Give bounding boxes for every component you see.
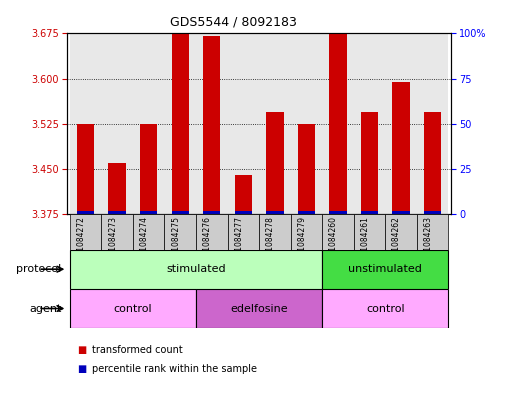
Bar — [203, 211, 221, 214]
Bar — [70, 214, 102, 250]
Bar — [322, 289, 448, 328]
Bar — [196, 289, 322, 328]
Text: GSM1084276: GSM1084276 — [203, 216, 212, 267]
Bar — [70, 250, 322, 289]
Bar — [385, 214, 417, 250]
Bar — [133, 33, 165, 214]
Bar — [266, 112, 284, 214]
Bar — [70, 33, 102, 214]
Text: edelfosine: edelfosine — [230, 303, 288, 314]
Text: GSM1084261: GSM1084261 — [361, 216, 369, 267]
Bar — [171, 211, 189, 214]
Bar — [140, 124, 157, 214]
Bar — [165, 33, 196, 214]
Bar — [196, 214, 228, 250]
Bar — [108, 211, 126, 214]
Text: stimulated: stimulated — [166, 264, 226, 274]
Bar — [392, 82, 410, 214]
Bar — [234, 211, 252, 214]
Bar — [329, 211, 347, 214]
Bar — [298, 211, 315, 214]
Bar — [290, 214, 322, 250]
Bar — [140, 211, 157, 214]
Bar — [385, 33, 417, 214]
Bar — [266, 211, 284, 214]
Text: GSM1084275: GSM1084275 — [171, 216, 180, 267]
Text: GSM1084277: GSM1084277 — [234, 216, 243, 267]
Bar — [102, 33, 133, 214]
Text: protocol: protocol — [16, 264, 62, 274]
Text: agent: agent — [29, 303, 62, 314]
Bar — [424, 112, 441, 214]
Bar — [361, 112, 378, 214]
Bar — [108, 163, 126, 214]
Text: GSM1084260: GSM1084260 — [329, 216, 338, 267]
Text: GSM1084278: GSM1084278 — [266, 216, 275, 267]
Text: transformed count: transformed count — [92, 345, 183, 355]
Bar — [234, 175, 252, 214]
Text: GSM1084279: GSM1084279 — [298, 216, 306, 267]
Bar — [361, 211, 378, 214]
Bar — [329, 33, 347, 214]
Text: ■: ■ — [77, 364, 86, 375]
Bar — [70, 289, 196, 328]
Bar — [102, 214, 133, 250]
Bar — [228, 33, 259, 214]
Bar — [417, 33, 448, 214]
Bar — [353, 33, 385, 214]
Bar — [77, 211, 94, 214]
Bar — [353, 214, 385, 250]
Bar — [203, 37, 221, 214]
Text: GSM1084263: GSM1084263 — [424, 216, 432, 267]
Text: percentile rank within the sample: percentile rank within the sample — [92, 364, 258, 375]
Text: GSM1084273: GSM1084273 — [108, 216, 117, 267]
Bar — [228, 214, 259, 250]
Bar — [259, 33, 290, 214]
Bar — [417, 214, 448, 250]
Text: GDS5544 / 8092183: GDS5544 / 8092183 — [170, 16, 297, 29]
Text: GSM1084262: GSM1084262 — [392, 216, 401, 267]
Text: unstimulated: unstimulated — [348, 264, 422, 274]
Bar — [77, 124, 94, 214]
Text: control: control — [366, 303, 405, 314]
Bar — [165, 214, 196, 250]
Text: ■: ■ — [77, 345, 86, 355]
Bar — [322, 33, 353, 214]
Bar — [196, 33, 228, 214]
Text: GSM1084272: GSM1084272 — [76, 216, 86, 267]
Bar — [290, 33, 322, 214]
Bar — [424, 211, 441, 214]
Bar — [322, 214, 353, 250]
Bar — [392, 211, 410, 214]
Bar — [133, 214, 165, 250]
Text: control: control — [113, 303, 152, 314]
Bar — [322, 250, 448, 289]
Bar — [171, 33, 189, 214]
Text: GSM1084274: GSM1084274 — [140, 216, 149, 267]
Bar — [298, 124, 315, 214]
Bar — [259, 214, 290, 250]
